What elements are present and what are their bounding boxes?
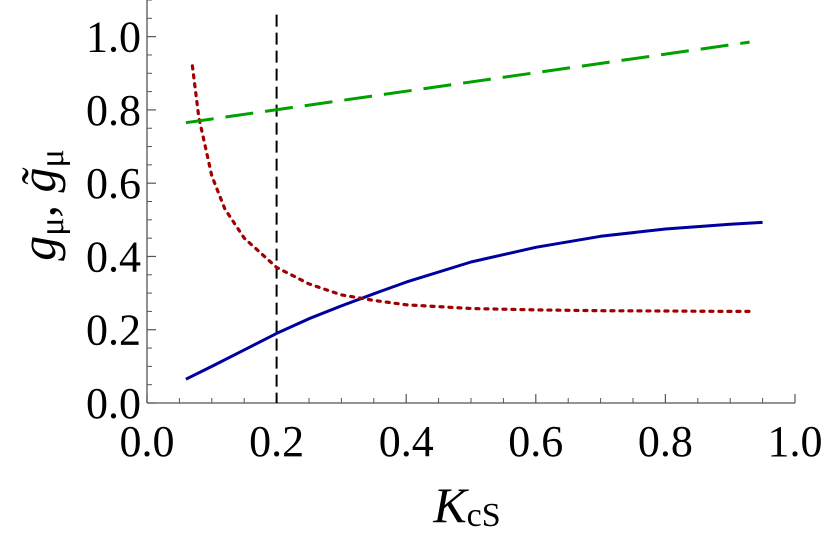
x-tick-label: 1.0 — [768, 417, 823, 466]
y-tick-label: 0.4 — [86, 232, 141, 281]
y-axis-label-main: g — [10, 236, 66, 261]
y-tick-label: 0.0 — [86, 379, 141, 428]
x-tick-label: 0.2 — [249, 417, 304, 466]
y-axis-label-sep: , — [10, 193, 66, 218]
axes — [146, 0, 795, 404]
series-line-dotted — [190, 64, 752, 313]
series-layer — [185, 14, 763, 403]
x-tick-label: 0.6 — [508, 417, 563, 466]
x-tick-label: 0.0 — [120, 417, 175, 466]
y-axis-label-sub: μ — [34, 218, 71, 236]
series-line-solid — [185, 220, 763, 381]
x-axis-label-main: K — [432, 477, 469, 533]
y-axis-label-tilde: g̃ — [10, 167, 66, 192]
y-axis-label-tilde-sub: μ — [34, 149, 71, 167]
y-axis-label: gμ, g̃μ — [10, 149, 71, 260]
series-line-dashed — [185, 40, 750, 125]
y-tick-label: 0.6 — [86, 159, 141, 208]
x-axis-label: KcS — [432, 477, 500, 534]
x-tick-label: 0.4 — [379, 417, 434, 466]
ticks: 0.0 0.2 0.4 0.6 0.8 1.0 0.0 0.2 0.4 0.6 0.8 1.0 — [86, 0, 823, 466]
x-tick-label: 0.8 — [638, 417, 693, 466]
x-axis-label-sub: cS — [467, 497, 501, 534]
y-tick-label: 0.2 — [86, 306, 141, 355]
y-tick-label: 1.0 — [86, 13, 141, 62]
labels: KcS gμ, g̃μ — [10, 149, 501, 534]
y-tick-label: 0.8 — [86, 86, 141, 135]
